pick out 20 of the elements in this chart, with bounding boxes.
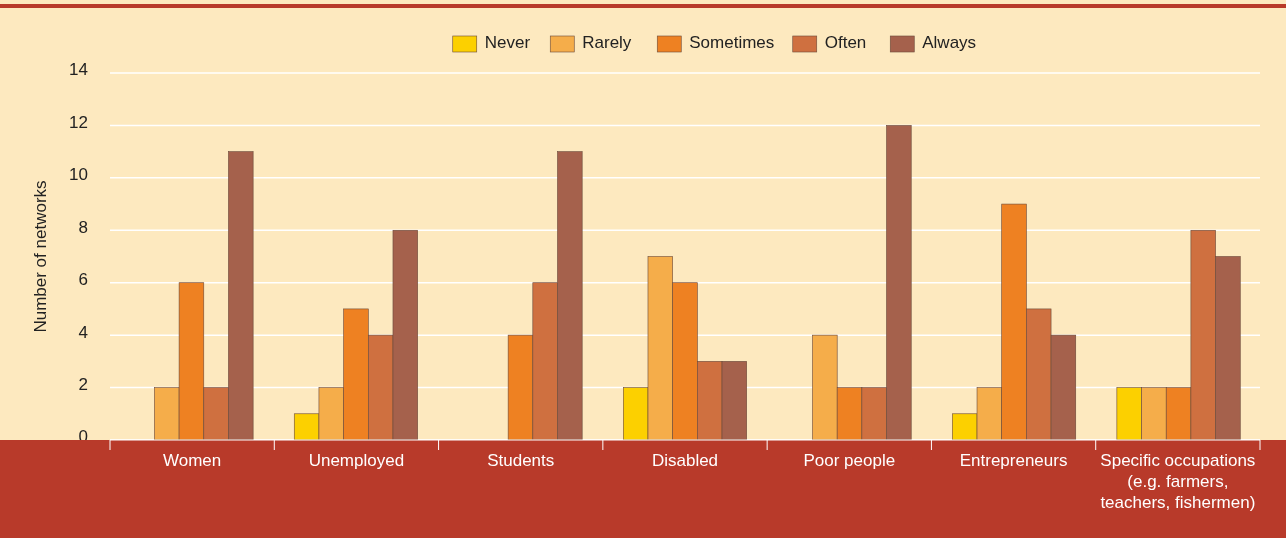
x-tick-label: Women [163, 451, 222, 470]
legend-label: Never [484, 33, 531, 53]
legend-label: Sometimes [689, 33, 775, 53]
x-tick-label: Disabled [651, 451, 719, 470]
y-axis-title: Number of networks [31, 180, 50, 333]
legend-label: Always [922, 33, 977, 53]
y-tick-label: 10 [69, 165, 88, 185]
x-tick-label: Entrepreneurs [959, 451, 1068, 470]
y-tick-label: 12 [69, 112, 88, 132]
y-tick-label: 2 [78, 375, 88, 395]
x-tick-label: Poor people [803, 451, 896, 470]
legend-label: Rarely [582, 33, 632, 53]
legend-label: Often [824, 33, 867, 53]
y-tick-label: 8 [78, 217, 88, 237]
x-tick-label: Specific occupations (e.g. farmers, teachers, fishermen) [1100, 451, 1256, 512]
y-tick-label: 4 [78, 322, 88, 342]
x-tick-label: Unemployed [308, 451, 405, 470]
x-tick-label: Students [487, 451, 555, 470]
y-tick-label: 14 [69, 60, 88, 80]
y-tick-label: 6 [78, 270, 88, 290]
